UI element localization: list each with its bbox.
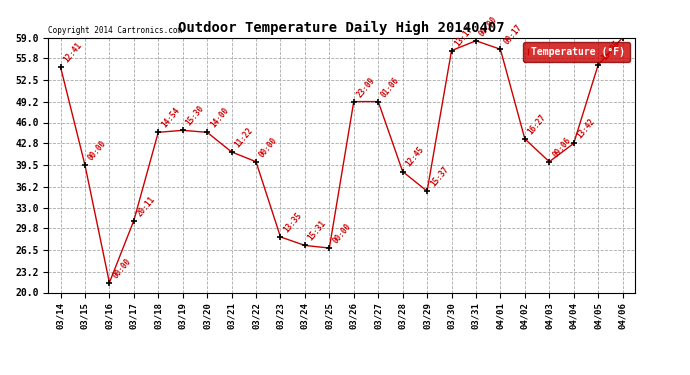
Text: Copyright 2014 Cartronics.com: Copyright 2014 Cartronics.com [48,26,182,35]
Text: 13:35: 13:35 [282,211,304,234]
Text: 00:00: 00:00 [331,222,353,245]
Text: 13:17: 13:17 [453,24,475,48]
Text: 15:31: 15:31 [306,219,328,243]
Text: 14:54: 14:54 [159,106,181,129]
Text: 15:05: 15:05 [600,39,621,62]
Text: 00:00: 00:00 [477,15,499,38]
Text: 11:22: 11:22 [233,126,255,149]
Text: 16:27: 16:27 [526,112,548,136]
Text: 09:06: 09:06 [551,135,573,159]
Legend: Temperature (°F): Temperature (°F) [523,42,630,62]
Text: 00:00: 00:00 [257,135,279,159]
Text: 09:17: 09:17 [502,23,524,46]
Text: 20:11: 20:11 [135,194,157,218]
Text: 12:45: 12:45 [404,145,426,169]
Text: 13:42: 13:42 [575,117,597,141]
Text: 14:00: 14:00 [208,106,230,129]
Text: 15:37: 15:37 [428,165,451,188]
Title: Outdoor Temperature Daily High 20140407: Outdoor Temperature Daily High 20140407 [178,21,505,35]
Text: 01:06: 01:06 [380,75,402,99]
Text: 12:41: 12:41 [62,40,83,64]
Text: 15:30: 15:30 [184,104,206,128]
Text: 00:00: 00:00 [111,256,132,280]
Text: 23:09: 23:09 [355,75,377,99]
Text: 00:00: 00:00 [86,139,108,162]
